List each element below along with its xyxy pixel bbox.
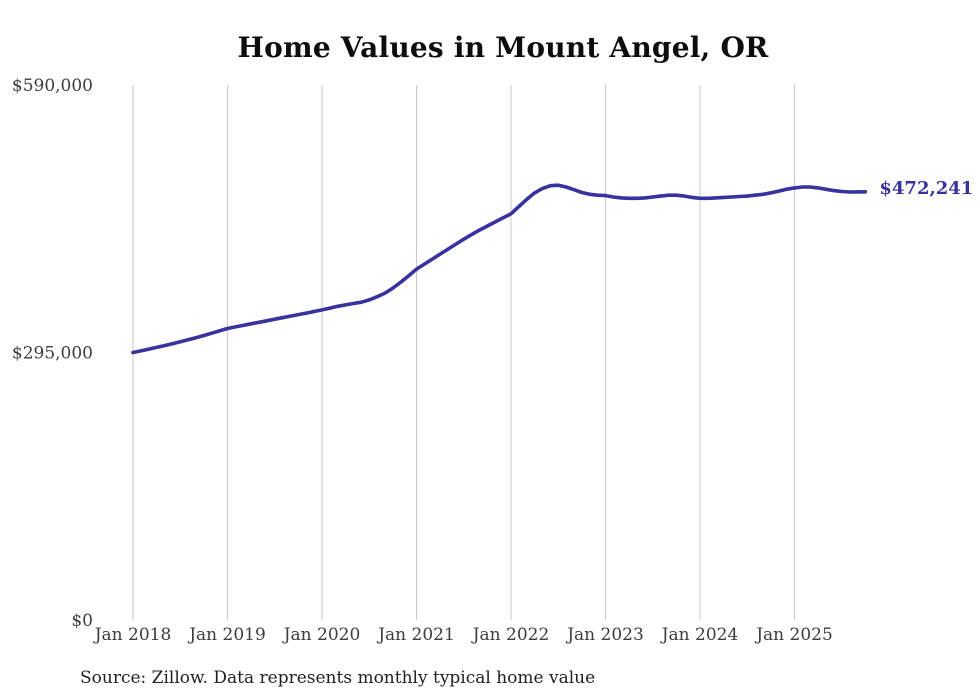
x-tick-label: Jan 2024 — [660, 625, 739, 645]
value-line — [131, 183, 868, 355]
x-tick-label: Jan 2018 — [93, 625, 172, 645]
plot-area: Jan 2018 Jan 2019 Jan 2020 Jan 2021 Jan 2022… — [12, 76, 973, 645]
x-tick-label: Jan 2025 — [754, 625, 833, 645]
y-tick-label: $295,000 — [12, 344, 93, 364]
x-tick-label: Jan 2022 — [471, 625, 550, 645]
x-tick-label: Jan 2023 — [565, 625, 644, 645]
x-tick-label: Jan 2020 — [282, 625, 361, 645]
x-tick-label: Jan 2021 — [376, 625, 455, 645]
x-tick-label: Jan 2019 — [187, 625, 266, 645]
y-tick-label: $0 — [71, 611, 93, 631]
chart-title: Home Values in Mount Angel, OR — [237, 31, 769, 64]
y-tick-label: $590,000 — [12, 76, 93, 96]
source-note: Source: Zillow. Data represents monthly … — [80, 668, 596, 688]
line-end-value-label: $472,241 — [879, 178, 973, 199]
